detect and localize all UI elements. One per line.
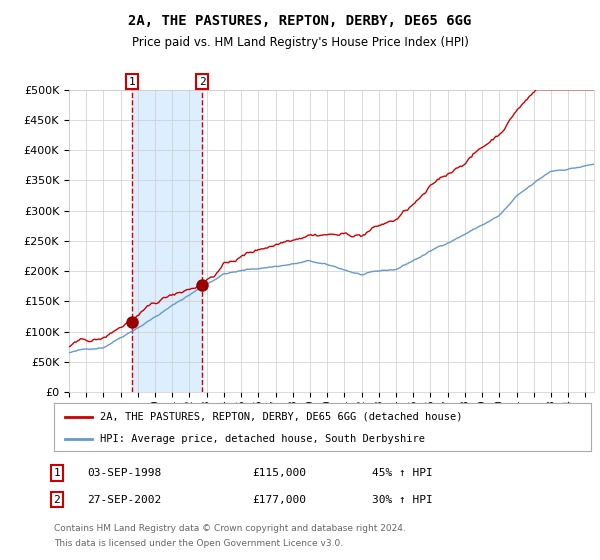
Text: 2: 2: [199, 77, 205, 87]
Text: £115,000: £115,000: [252, 468, 306, 478]
Text: 1: 1: [53, 468, 61, 478]
Text: 2: 2: [53, 494, 61, 505]
Text: 03-SEP-1998: 03-SEP-1998: [87, 468, 161, 478]
Text: 2A, THE PASTURES, REPTON, DERBY, DE65 6GG (detached house): 2A, THE PASTURES, REPTON, DERBY, DE65 6G…: [100, 412, 462, 422]
Text: Contains HM Land Registry data © Crown copyright and database right 2024.: Contains HM Land Registry data © Crown c…: [54, 524, 406, 533]
Text: HPI: Average price, detached house, South Derbyshire: HPI: Average price, detached house, Sout…: [100, 434, 425, 444]
Text: Price paid vs. HM Land Registry's House Price Index (HPI): Price paid vs. HM Land Registry's House …: [131, 36, 469, 49]
Bar: [132, 90, 202, 392]
Text: 30% ↑ HPI: 30% ↑ HPI: [372, 494, 433, 505]
Text: 1: 1: [129, 77, 136, 87]
Text: 2A, THE PASTURES, REPTON, DERBY, DE65 6GG: 2A, THE PASTURES, REPTON, DERBY, DE65 6G…: [128, 14, 472, 28]
Text: 45% ↑ HPI: 45% ↑ HPI: [372, 468, 433, 478]
Text: £177,000: £177,000: [252, 494, 306, 505]
Text: 27-SEP-2002: 27-SEP-2002: [87, 494, 161, 505]
Text: This data is licensed under the Open Government Licence v3.0.: This data is licensed under the Open Gov…: [54, 539, 343, 548]
